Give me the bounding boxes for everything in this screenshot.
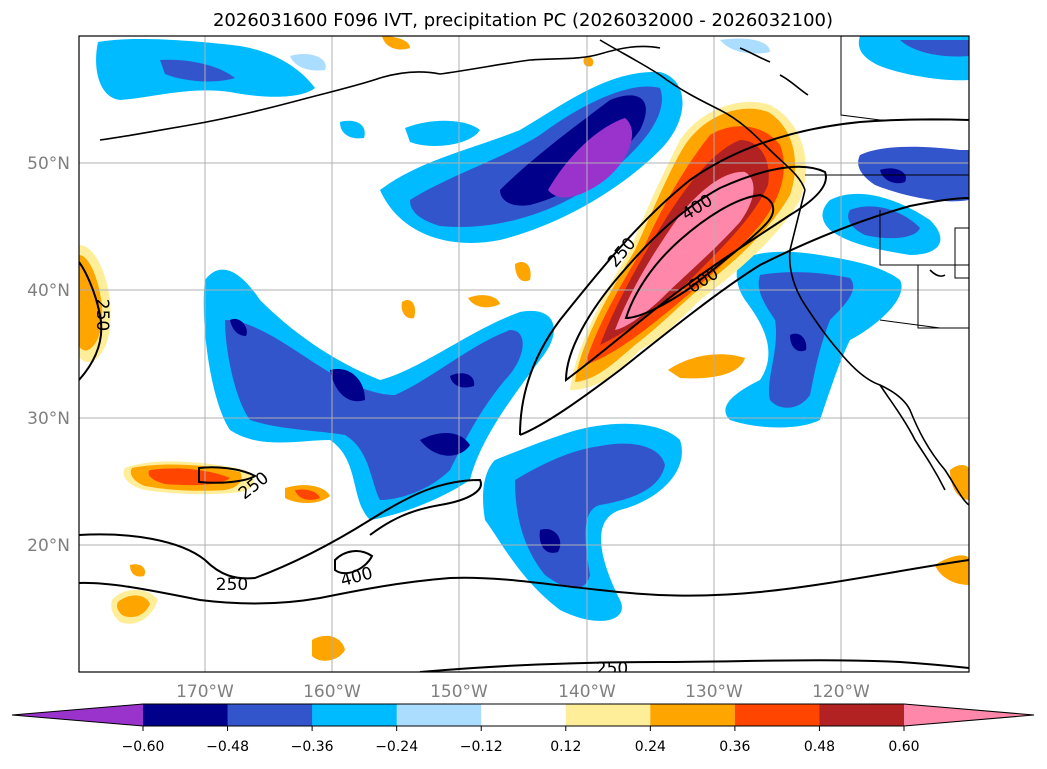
pos-region-small-blobs bbox=[111, 36, 969, 661]
colorbar-cell bbox=[312, 704, 398, 726]
coastlines bbox=[99, 39, 969, 506]
map-frame bbox=[78, 35, 970, 673]
ivt-contours bbox=[79, 118, 969, 672]
map-title: 2026031600 F096 IVT, precipitation PC (2… bbox=[213, 10, 833, 31]
colorbar-tick-label: 0.60 bbox=[888, 739, 919, 755]
latitude-labels: 50°N 40°N 30°N 20°N bbox=[27, 154, 70, 556]
colorbar-cell bbox=[396, 704, 482, 726]
lon-label-140w: 140°W bbox=[558, 682, 616, 702]
neg-region-northwest bbox=[96, 39, 326, 100]
neg-region-central bbox=[203, 269, 554, 520]
lon-label-150w: 150°W bbox=[430, 682, 488, 702]
lon-label-130w: 130°W bbox=[685, 682, 743, 702]
contour-label-250-bottom: 250 bbox=[596, 659, 628, 679]
colorbar-cell bbox=[143, 704, 229, 726]
colorbar-cell bbox=[819, 704, 905, 726]
colorbar-tick-label: 0.36 bbox=[719, 739, 750, 755]
longitude-labels: 170°W 160°W 150°W 140°W 130°W 120°W bbox=[176, 682, 870, 702]
neg-region-south bbox=[483, 423, 682, 621]
contour-label-250-south: 250 bbox=[216, 575, 248, 595]
lat-label-40n: 40°N bbox=[27, 281, 70, 301]
lon-label-170w: 170°W bbox=[176, 682, 234, 702]
pos-region-25n bbox=[123, 461, 330, 503]
colorbar-cell bbox=[565, 704, 651, 726]
colorbar-ticks: −0.60 −0.48 −0.36 −0.24 −0.12 0.12 0.24 0.36 0.4… bbox=[122, 726, 920, 755]
lon-label-120w: 120°W bbox=[812, 682, 870, 702]
colorbar-cell bbox=[227, 704, 313, 726]
colorbar-tick-label: −0.24 bbox=[375, 739, 418, 755]
colorbar-cell bbox=[650, 704, 736, 726]
lat-label-50n: 50°N bbox=[27, 154, 70, 174]
colorbar-extend-max bbox=[904, 704, 1034, 726]
grid-lines bbox=[79, 36, 969, 672]
lon-label-160w: 160°W bbox=[303, 682, 361, 702]
colorbar-tick-label: 0.48 bbox=[804, 739, 835, 755]
lat-label-30n: 30°N bbox=[27, 409, 70, 429]
map-content: 250 250 400 600 250 250 400 250 bbox=[79, 36, 969, 679]
colorbar-tick-label: −0.48 bbox=[206, 739, 249, 755]
colorbar: −0.60 −0.48 −0.36 −0.24 −0.12 0.12 0.24 0.36 0.4… bbox=[11, 703, 1035, 755]
colorbar-tick-label: −0.60 bbox=[122, 739, 165, 755]
colorbar-cell bbox=[734, 704, 820, 726]
colorbar-cell bbox=[481, 704, 567, 726]
colorbar-extend-min bbox=[12, 704, 143, 726]
colorbar-tick-label: 0.12 bbox=[550, 739, 581, 755]
lat-label-20n: 20°N bbox=[27, 536, 70, 556]
colorbar-tick-label: 0.24 bbox=[635, 739, 666, 755]
colorbar-cells bbox=[143, 704, 905, 726]
colorbar-tick-label: −0.12 bbox=[460, 739, 503, 755]
neg-region-central-north bbox=[340, 71, 683, 243]
neg-region-coastal bbox=[725, 146, 969, 428]
contour-label-west: 250 bbox=[92, 299, 112, 331]
neg-region-northeast bbox=[720, 36, 969, 81]
colorbar-tick-label: −0.36 bbox=[291, 739, 334, 755]
